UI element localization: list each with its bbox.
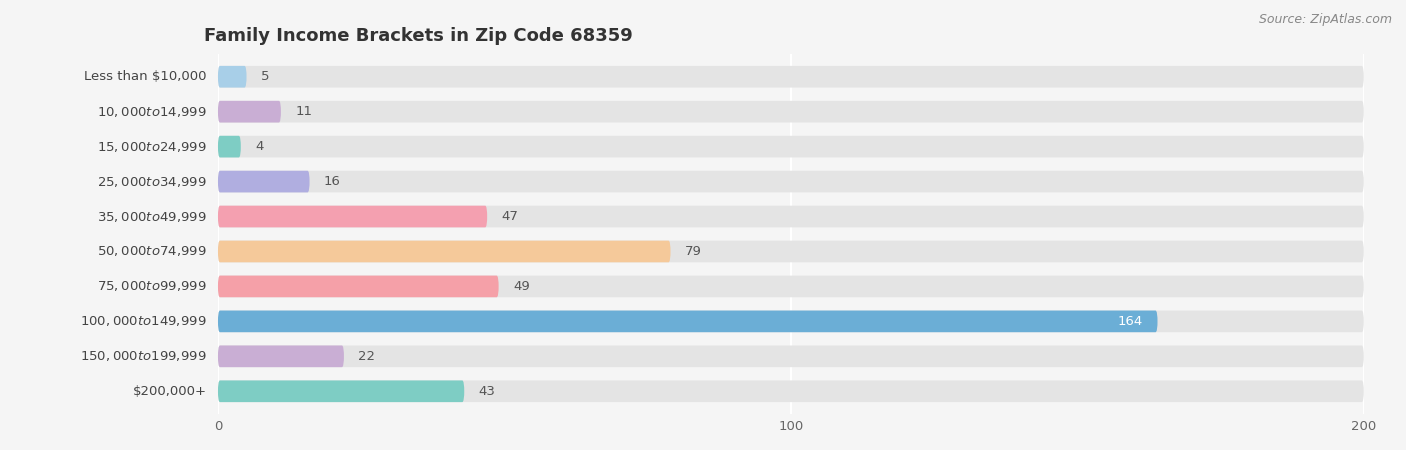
Text: $75,000 to $99,999: $75,000 to $99,999 <box>97 279 207 293</box>
Text: Family Income Brackets in Zip Code 68359: Family Income Brackets in Zip Code 68359 <box>204 27 633 45</box>
FancyBboxPatch shape <box>218 241 671 262</box>
Text: $35,000 to $49,999: $35,000 to $49,999 <box>97 210 207 224</box>
FancyBboxPatch shape <box>218 275 1364 297</box>
Text: 5: 5 <box>262 70 270 83</box>
Text: $100,000 to $149,999: $100,000 to $149,999 <box>80 315 207 328</box>
Text: 11: 11 <box>295 105 312 118</box>
FancyBboxPatch shape <box>218 241 1364 262</box>
FancyBboxPatch shape <box>218 310 1157 332</box>
Text: 16: 16 <box>323 175 340 188</box>
FancyBboxPatch shape <box>218 346 1364 367</box>
Text: 22: 22 <box>359 350 375 363</box>
Text: $10,000 to $14,999: $10,000 to $14,999 <box>97 105 207 119</box>
FancyBboxPatch shape <box>218 310 1364 332</box>
FancyBboxPatch shape <box>218 101 1364 122</box>
FancyBboxPatch shape <box>218 206 1364 227</box>
FancyBboxPatch shape <box>218 66 1364 88</box>
FancyBboxPatch shape <box>218 380 1364 402</box>
Text: 4: 4 <box>254 140 263 153</box>
FancyBboxPatch shape <box>218 136 240 158</box>
Text: 79: 79 <box>685 245 702 258</box>
Text: $200,000+: $200,000+ <box>132 385 207 398</box>
FancyBboxPatch shape <box>218 101 281 122</box>
FancyBboxPatch shape <box>218 136 1364 158</box>
Text: 43: 43 <box>478 385 495 398</box>
FancyBboxPatch shape <box>218 206 488 227</box>
Text: 49: 49 <box>513 280 530 293</box>
Text: 47: 47 <box>502 210 519 223</box>
Text: $15,000 to $24,999: $15,000 to $24,999 <box>97 140 207 153</box>
Text: 164: 164 <box>1118 315 1143 328</box>
Text: Source: ZipAtlas.com: Source: ZipAtlas.com <box>1258 14 1392 27</box>
Text: $50,000 to $74,999: $50,000 to $74,999 <box>97 244 207 258</box>
FancyBboxPatch shape <box>218 346 344 367</box>
Text: $25,000 to $34,999: $25,000 to $34,999 <box>97 175 207 189</box>
FancyBboxPatch shape <box>218 171 309 193</box>
FancyBboxPatch shape <box>218 380 464 402</box>
FancyBboxPatch shape <box>218 171 1364 193</box>
Text: Less than $10,000: Less than $10,000 <box>84 70 207 83</box>
FancyBboxPatch shape <box>218 275 499 297</box>
FancyBboxPatch shape <box>218 66 246 88</box>
Text: $150,000 to $199,999: $150,000 to $199,999 <box>80 349 207 363</box>
